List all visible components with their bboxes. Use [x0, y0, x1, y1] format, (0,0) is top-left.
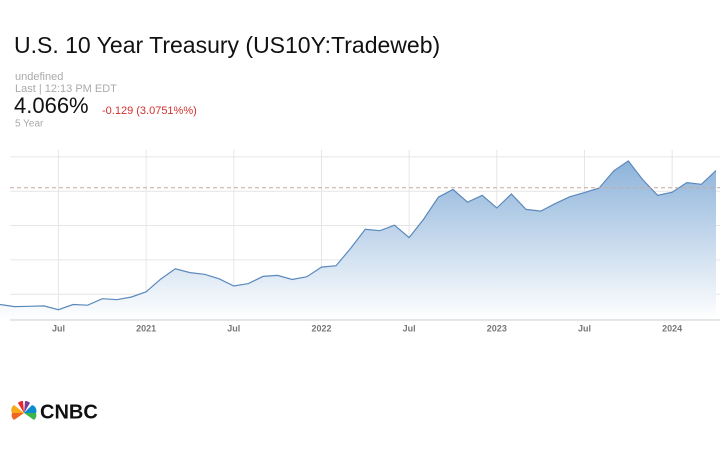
last-time: Last | 12:13 PM EDT	[15, 83, 117, 95]
x-tick-label: 2023	[487, 323, 507, 333]
price: 4.066%	[14, 93, 89, 118]
range: 5 Year	[15, 119, 44, 130]
x-tick-label: Jul	[403, 323, 416, 333]
area	[0, 161, 716, 320]
plot: Jul 2021 Jul 2022 Jul 2023 Jul 2024	[0, 150, 720, 333]
x-tick-label: 2021	[136, 323, 156, 333]
title: U.S. 10 Year Treasury (US10Y:Tradeweb)	[14, 32, 440, 58]
change: -0.129 (3.0751%%)	[102, 105, 197, 117]
x-tick-label: 2024	[662, 323, 682, 333]
line	[0, 160, 717, 311]
logo	[11, 400, 37, 420]
logo-text: CNBC	[40, 401, 98, 423]
x-tick-label: Jul	[52, 323, 65, 333]
x-tick-label: Jul	[578, 323, 591, 333]
x-tick-label: 2022	[311, 323, 331, 333]
source: undefined	[15, 71, 63, 83]
x-tick-label: Jul	[227, 323, 240, 333]
